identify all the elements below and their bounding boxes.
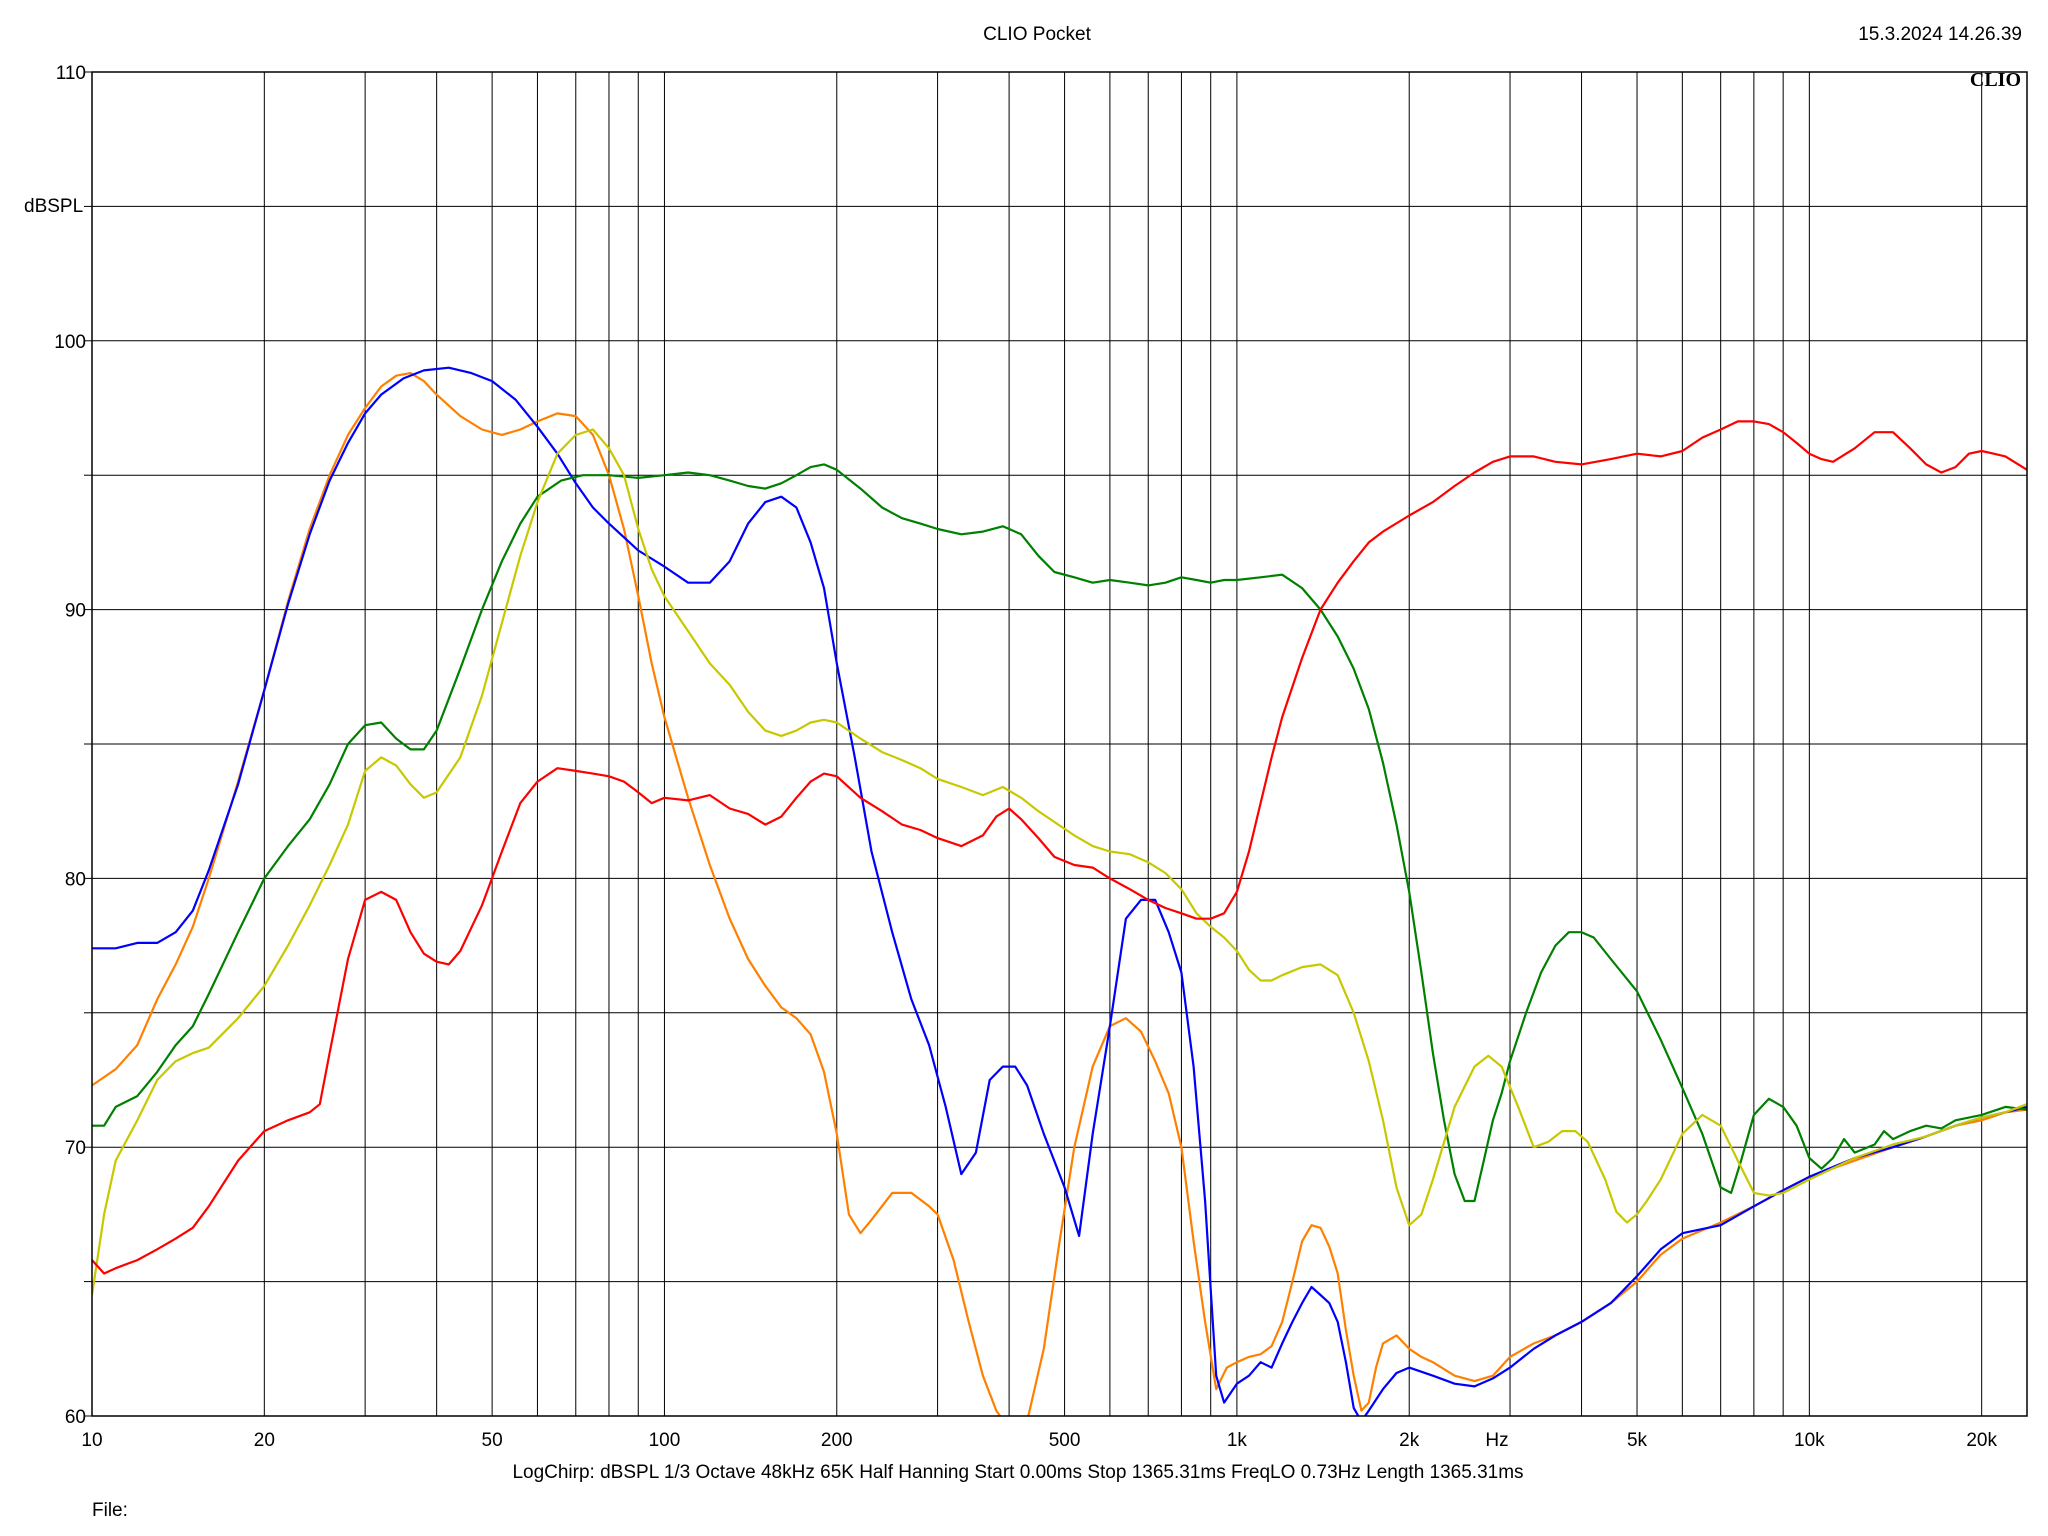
plot-border — [91, 71, 2028, 1417]
y-tick-label: 70 — [65, 1138, 86, 1159]
x-tick-label: 10 — [81, 1430, 102, 1451]
grid-lines — [84, 71, 2027, 1417]
chart-title: CLIO Pocket — [983, 24, 1091, 45]
x-tick-label: 200 — [821, 1430, 853, 1451]
series-line-4 — [92, 428, 2027, 1296]
x-tick-label: 1k — [1227, 1430, 1248, 1451]
y-tick-label: 60 — [65, 1407, 86, 1428]
x-tick-label: 20k — [1966, 1430, 1997, 1451]
x-tick-label: 50 — [482, 1430, 503, 1451]
x-tick-label: 5k — [1627, 1430, 1648, 1451]
timestamp: 15.3.2024 14.26.39 — [1858, 24, 2022, 45]
series-line-2 — [92, 366, 2027, 1416]
series-line-5 — [92, 420, 2027, 1275]
file-label: File: — [92, 1500, 128, 1521]
x-tick-label: 10k — [1794, 1430, 1825, 1451]
x-tick-labels: 10 20 50 100 200 500 1k 2k 5k 10k 20k — [81, 1430, 1997, 1451]
x-tick-label: 20 — [254, 1430, 275, 1451]
y-tick-label: 80 — [65, 869, 86, 890]
y-tick-labels: 110 100 90 80 70 60 — [54, 63, 86, 1428]
clio-logo: CLIO — [1970, 69, 2021, 91]
measurement-info: LogChirp: dBSPL 1/3 Octave 48kHz 65K Hal… — [512, 1462, 1524, 1483]
series-line-1 — [92, 372, 2027, 1416]
y-tick-label: 110 — [56, 63, 86, 84]
y-axis-label: dBSPL — [24, 196, 83, 217]
x-tick-label: 2k — [1399, 1430, 1420, 1451]
y-tick-label: 100 — [54, 332, 86, 353]
series-line-3 — [92, 463, 2027, 1203]
y-tick-label: 90 — [65, 601, 86, 622]
x-axis-label: Hz — [1485, 1430, 1508, 1451]
x-tick-label: 500 — [1049, 1430, 1081, 1451]
series-lines — [92, 366, 2027, 1416]
x-tick-label: 100 — [649, 1430, 681, 1451]
